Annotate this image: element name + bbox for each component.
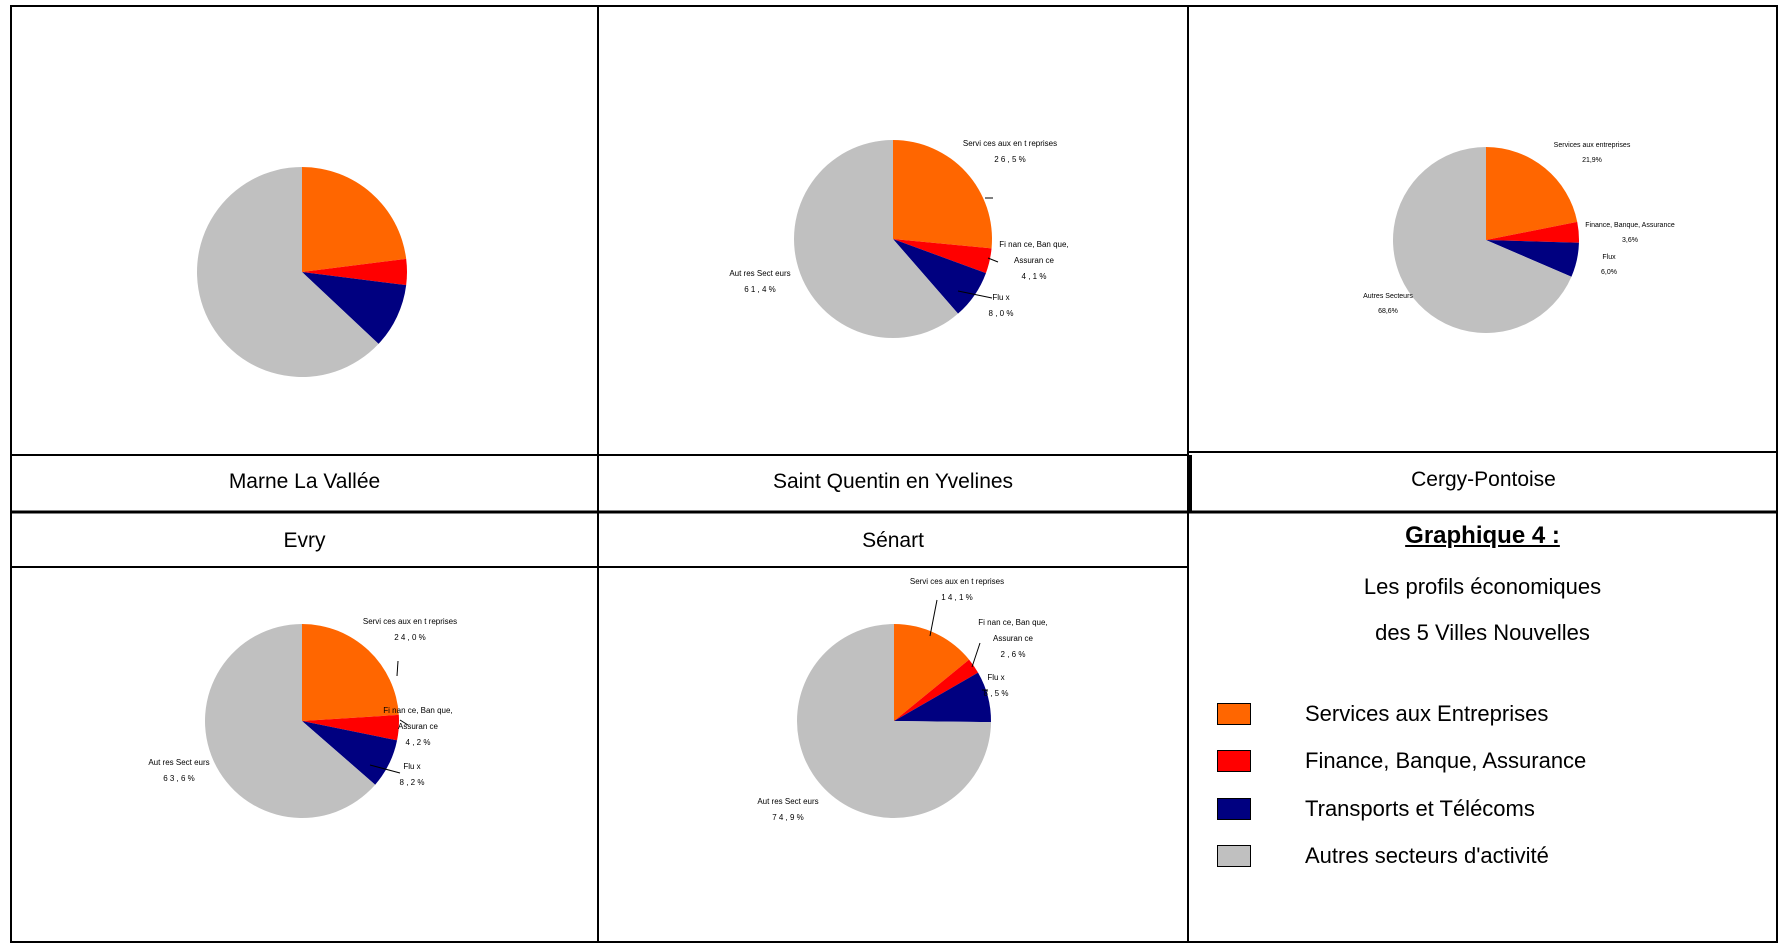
pie-label-3-1-1: Assuran ce (398, 722, 439, 731)
pie-label-1-1-1: Assuran ce (1014, 256, 1055, 265)
pie-label-4-2-1: 8 , 5 % (984, 689, 1009, 698)
pie-slice-4-3 (797, 624, 991, 818)
pie-label-3-1-0: Fi nan ce, Ban que, (383, 706, 452, 715)
pie-slice-1-3 (794, 140, 959, 338)
legend-label-services: Services aux Entreprises (1305, 701, 1549, 726)
pie-label-1-3-1: 6 1 , 4 % (744, 285, 776, 294)
pie-slice-4-1 (894, 659, 979, 721)
pie-label-2-1-0: Finance, Banque, Assurance (1585, 222, 1675, 229)
pie-leader-4-0 (929, 599, 938, 637)
pie-slice-3-3 (205, 624, 376, 819)
pie-label-1-0-1: 2 6 , 5 % (994, 155, 1026, 164)
legend-swatch-finance (1217, 750, 1251, 772)
pie-slice-3-0 (302, 624, 399, 721)
pie-leader-3-1 (399, 719, 409, 726)
legend-title: Graphique 4 : (1405, 522, 1560, 549)
pie-leader-1-1 (987, 257, 999, 263)
pie-slice-3-2 (302, 721, 398, 785)
pie-label-1-1-0: Fi nan ce, Ban que, (999, 240, 1068, 249)
pie-label-1-2-0: Flu x (992, 293, 1009, 302)
pie-label-4-3-1: 7 4 , 9 % (772, 813, 804, 822)
pie-slice-1-0 (893, 140, 992, 249)
legend-label-autres: Autres secteurs d'activité (1305, 843, 1549, 868)
pie-slice-2-0 (1486, 147, 1578, 240)
pie-slice-3-1 (302, 714, 399, 741)
pie-leader-1-2 (957, 290, 993, 299)
pie-leader-3-2 (369, 764, 401, 774)
label-saint-quentin: Saint Quentin en Yvelines (772, 470, 1014, 493)
pie-label-1-1-2: 4 , 1 % (1022, 272, 1047, 281)
pie-slice-2-2 (1486, 240, 1579, 277)
pie-leader-4-1 (971, 642, 981, 668)
pie-slice-0-3 (197, 167, 379, 377)
pie-label-2-0-0: Services aux entreprises (1554, 142, 1631, 149)
pie-label-4-1-0: Fi nan ce, Ban que, (978, 618, 1047, 627)
legend-swatch-services (1217, 703, 1251, 725)
pie-label-3-1-2: 4 , 2 % (406, 738, 431, 747)
legend-swatch-autres (1217, 845, 1251, 867)
pie-label-3-3-0: Aut res Sect eurs (148, 758, 209, 767)
pie-label-1-3-0: Aut res Sect eurs (729, 269, 790, 278)
pie-label-3-0-1: 2 4 , 0 % (394, 633, 426, 642)
pie-label-2-3-0: Autres Secteurs (1363, 293, 1413, 300)
legend-subtitle-2: des 5 Villes Nouvelles (1375, 620, 1590, 645)
pie-slice-4-2 (894, 672, 991, 723)
pie-slice-2-3 (1392, 147, 1572, 333)
pie-slice-4-0 (894, 624, 970, 721)
label-evry: Evry (283, 529, 326, 552)
label-senart: Sénart (862, 529, 924, 552)
pie-slice-2-1 (1486, 221, 1579, 243)
pie-label-4-0-0: Servi ces aux en t reprises (910, 577, 1004, 586)
legend-swatch-transports (1217, 798, 1251, 820)
pie-label-3-0-0: Servi ces aux en t reprises (363, 617, 457, 626)
pie-label-2-0-1: 21,9% (1582, 157, 1602, 164)
pie-slice-0-0 (302, 167, 407, 272)
legend-subtitle-1: Les profils économiques (1363, 574, 1602, 599)
pie-chart-3: Servi ces aux en t reprises 2 4 , 0 % Fi n… (148, 617, 457, 819)
pie-label-4-1-2: 2 , 6 % (1001, 650, 1026, 659)
pie-slice-0-1 (302, 258, 408, 286)
pie-chart-2: Services aux entreprises 21,9% Finance, Ba… (1363, 142, 1675, 333)
pie-label-3-2-0: Flu x (403, 762, 420, 771)
outer-border (10, 5, 1778, 943)
pie-slice-1-1 (893, 239, 992, 274)
pie-chart-1: Servi ces aux en t reprises 2 6 , 5 % Fi n… (729, 139, 1069, 338)
pie-chart-0 (197, 167, 408, 377)
pie-label-1-0-0: Servi ces aux en t reprises (963, 139, 1057, 148)
pie-label-2-2-0: Flux (1602, 254, 1616, 261)
label-marne: Marne La Vallée (228, 470, 381, 493)
pie-leader-3-0 (396, 660, 399, 677)
pie-label-4-3-0: Aut res Sect eurs (757, 797, 818, 806)
pie-chart-4: Servi ces aux en t reprises 1 4 , 1 % Fi n… (757, 577, 1047, 822)
pie-label-2-2-1: 6,0% (1601, 269, 1617, 276)
legend-label-finance: Finance, Banque, Assurance (1305, 748, 1587, 773)
pie-label-2-3-1: 68,6% (1378, 308, 1398, 315)
pie-label-4-1-1: Assuran ce (993, 634, 1034, 643)
pie-label-3-3-1: 6 3 , 6 % (163, 774, 195, 783)
pies-layer: Servi ces aux en t reprises 2 6 , 5 % Fi n… (148, 139, 1675, 822)
label-cergy: Cergy-Pontoise (1411, 468, 1556, 491)
pie-label-2-1-1: 3,6% (1622, 237, 1638, 244)
pie-label-4-0-1: 1 4 , 1 % (941, 593, 973, 602)
pie-slice-1-2 (893, 239, 986, 314)
pie-label-3-2-1: 8 , 2 % (400, 778, 425, 787)
legend-label-transports: Transports et Télécoms (1305, 796, 1535, 821)
pie-slice-0-2 (302, 272, 407, 344)
pie-label-1-2-1: 8 , 0 % (989, 309, 1014, 318)
pie-label-4-2-0: Flu x (987, 673, 1004, 682)
